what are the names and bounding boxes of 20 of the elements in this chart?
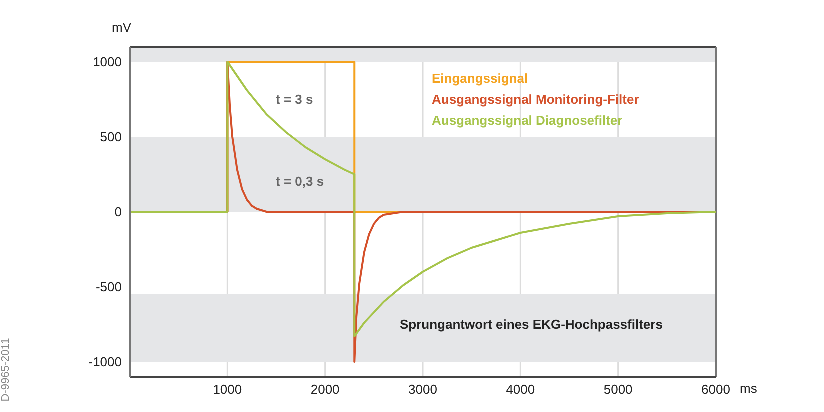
y-tick-label: 0 [114, 204, 122, 220]
annotation: t = 3 s [276, 92, 314, 107]
x-tick-label: 6000 [702, 382, 730, 398]
x-tick-label: 5000 [604, 382, 633, 398]
text: Eingangssignal [432, 70, 530, 88]
y-tick-label: 1000 [93, 54, 122, 70]
x-tick-label: 4000 [506, 382, 536, 398]
x-tick-label: 1000 [213, 382, 242, 398]
x-tick-label: 3000 [408, 382, 438, 398]
annotation: t = 0,3 s [276, 174, 324, 189]
x-tick-label: 2000 [310, 382, 340, 398]
text: Ausgangssignal Monitoring-Filter [432, 91, 640, 109]
y-axis-title: mV [112, 20, 132, 35]
y-tick-label: -500 [96, 280, 122, 295]
y-tick-label: 500 [100, 130, 122, 145]
text: Sprungantwort eines EKG-Hochpassfilters [400, 317, 663, 332]
text: Ausgangssignal Diagnosefilter [432, 112, 624, 130]
y-tick-label: -1000 [88, 354, 122, 370]
text: D-9965-2011 [0, 337, 12, 404]
x-axis-title: ms [740, 381, 758, 396]
